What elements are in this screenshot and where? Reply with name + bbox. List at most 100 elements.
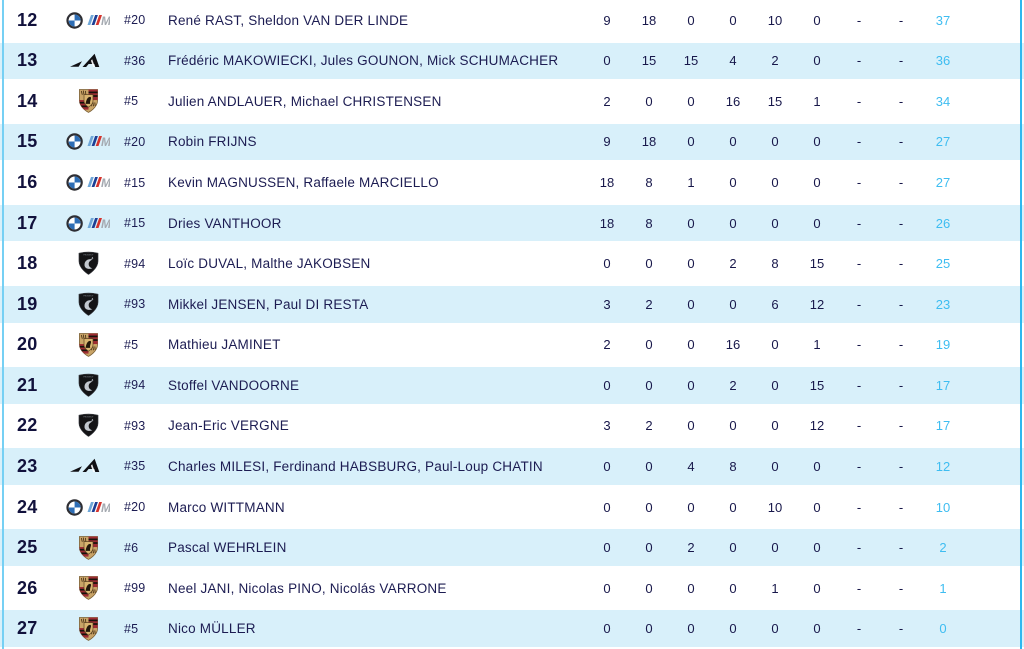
total-points: 36 [935, 53, 951, 69]
table-row: 25 #6 Pascal WEHRLEIN 0 0 2 0 0 0 - - 2 [0, 527, 1024, 568]
bmw-m-logo-icon: M [60, 498, 116, 517]
driver-names: Neel JANI, Nicolas PINO, Nicolás VARRONE [168, 580, 447, 596]
car-number: #94 [124, 378, 146, 393]
points-race-8: - [898, 296, 904, 312]
alpine-logo-icon [60, 457, 116, 475]
points-race-4: 0 [729, 175, 737, 191]
car-number: #5 [124, 94, 139, 109]
points-race-1: 18 [599, 175, 615, 191]
points-race-2: 18 [641, 12, 657, 28]
points-race-4: 8 [729, 458, 737, 474]
driver-names: Stoffel VANDOORNE [168, 377, 300, 393]
driver-names: Mikkel JENSEN, Paul DI RESTA [168, 296, 369, 312]
svg-text:M: M [101, 135, 110, 149]
car-number: #94 [124, 256, 146, 271]
points-race-8: - [898, 377, 904, 393]
points-race-5: 0 [771, 418, 779, 434]
peugeot-logo-icon: PEUGEOT [78, 414, 98, 438]
position-number: 14 [17, 90, 38, 111]
points-race-1: 0 [603, 256, 611, 272]
points-race-6: 0 [813, 215, 821, 231]
position-number: 17 [17, 212, 38, 233]
points-race-8: - [898, 499, 904, 515]
table-row: 26 #99 Neel JANI, Nicolas PINO, Nicolás … [0, 567, 1024, 609]
position-number: 25 [17, 537, 38, 558]
points-race-3: 15 [683, 53, 699, 69]
points-race-8: - [898, 53, 904, 69]
points-race-8: - [898, 175, 904, 191]
car-number: #5 [124, 621, 139, 636]
points-race-6: 0 [813, 540, 821, 556]
table-row: 18 PEUGEOT #94 Loïc DUVAL, Malthe JAKOBS… [0, 243, 1024, 284]
position-number: 23 [17, 455, 38, 476]
points-race-2: 15 [641, 53, 657, 69]
points-race-5: 0 [771, 337, 779, 353]
bmw-m-logo-icon: M [60, 132, 116, 151]
points-race-8: - [898, 134, 904, 150]
driver-names: René RAST, Sheldon VAN DER LINDE [168, 12, 409, 28]
total-points: 26 [935, 215, 951, 231]
car-number: #20 [124, 134, 146, 149]
total-points: 2 [939, 540, 947, 556]
car-number: #5 [124, 337, 139, 352]
points-race-4: 0 [729, 296, 737, 312]
peugeot-logo-icon: PEUGEOT [78, 252, 98, 275]
points-race-3: 0 [687, 499, 695, 515]
points-race-4: 4 [729, 53, 737, 69]
points-race-6: 1 [813, 93, 821, 109]
points-race-6: 0 [813, 580, 821, 596]
driver-names: Robin FRIJNS [168, 134, 257, 150]
points-race-3: 0 [687, 580, 695, 596]
points-race-1: 2 [603, 337, 611, 353]
points-race-1: 2 [603, 93, 611, 109]
points-race-4: 0 [729, 499, 737, 515]
table-left-border [2, 0, 4, 649]
points-race-4: 16 [725, 337, 741, 353]
driver-names: Nico MÜLLER [168, 621, 256, 637]
points-race-2: 0 [645, 377, 653, 393]
points-race-6: 0 [813, 12, 821, 28]
points-race-8: - [898, 215, 904, 231]
points-race-7: - [856, 377, 862, 393]
points-race-4: 0 [729, 12, 737, 28]
points-race-8: - [898, 12, 904, 28]
svg-text:M: M [101, 217, 110, 231]
points-race-8: - [898, 540, 904, 556]
driver-names: Pascal WEHRLEIN [168, 540, 287, 556]
driver-names: Dries VANTHOOR [168, 215, 282, 231]
car-number: #6 [124, 540, 139, 555]
points-race-2: 0 [645, 540, 653, 556]
svg-text:M: M [101, 501, 110, 515]
driver-names: Julien ANDLAUER, Michael CHRISTENSEN [168, 93, 442, 109]
points-race-6: 12 [809, 418, 825, 434]
bmw-m-logo-icon: M [60, 214, 116, 233]
points-race-5: 0 [771, 540, 779, 556]
points-race-7: - [856, 256, 862, 272]
points-race-5: 0 [771, 621, 779, 637]
table-row: 12 M #20 René RAST, Sheldon VAN DER LIND… [0, 0, 1024, 41]
points-race-5: 0 [771, 134, 779, 150]
points-race-8: - [898, 458, 904, 474]
total-points: 25 [935, 256, 951, 272]
points-race-6: 0 [813, 621, 821, 637]
porsche-logo-icon [78, 89, 98, 114]
points-race-6: 15 [809, 256, 825, 272]
points-race-1: 3 [603, 418, 611, 434]
total-points: 17 [935, 377, 951, 393]
points-race-3: 0 [687, 12, 695, 28]
bmw-m-logo-icon: M [60, 173, 116, 192]
alpine-logo-icon [70, 459, 100, 473]
points-race-5: 6 [771, 296, 779, 312]
table-row: 14 #5 Julien ANDLAUER, Michael CHRISTENS… [0, 81, 1024, 122]
points-race-3: 0 [687, 337, 695, 353]
svg-text:PEUGEOT: PEUGEOT [83, 376, 94, 378]
points-race-8: - [898, 418, 904, 434]
points-race-1: 0 [603, 580, 611, 596]
porsche-logo-icon [60, 616, 116, 642]
points-race-4: 0 [729, 418, 737, 434]
points-race-2: 0 [645, 621, 653, 637]
position-number: 22 [17, 415, 38, 436]
position-number: 27 [17, 618, 38, 639]
points-race-7: - [856, 12, 862, 28]
points-race-6: 0 [813, 175, 821, 191]
